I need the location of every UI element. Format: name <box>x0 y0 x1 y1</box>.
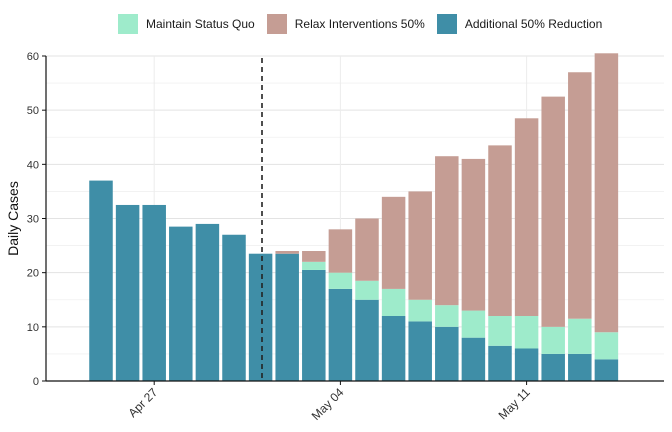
bar-relax <box>302 251 326 262</box>
bar-status-quo <box>435 305 459 327</box>
bar-observed <box>142 204 166 381</box>
bar-relax <box>461 158 486 311</box>
bar-reduction <box>541 353 565 381</box>
legend-item-status-quo: Maintain Status Quo <box>118 14 255 34</box>
bar-observed <box>115 204 140 381</box>
legend-swatch-status-quo <box>118 14 138 34</box>
bar-reduction <box>328 288 353 381</box>
bar-status-quo <box>328 272 353 289</box>
bar-relax <box>355 218 379 281</box>
bar-observed <box>222 234 246 381</box>
legend-label-reduction: Additional 50% Reduction <box>464 17 603 31</box>
bar-reduction <box>435 326 459 381</box>
bar-relax <box>594 53 619 333</box>
bar-reduction <box>461 337 486 381</box>
bar-relax <box>435 156 459 306</box>
legend-item-relax: Relax Interventions 50% <box>266 14 425 34</box>
bar-status-quo <box>568 318 592 354</box>
bar-status-quo <box>594 332 619 360</box>
legend-label-status-quo: Maintain Status Quo <box>146 17 255 31</box>
bar-status-quo <box>302 261 326 270</box>
bar-relax <box>541 96 565 327</box>
y-tick-label: 0 <box>33 376 39 388</box>
y-tick-label: 20 <box>27 268 39 280</box>
y-tick-label: 10 <box>27 322 39 334</box>
y-axis-label: Daily Cases <box>5 181 21 256</box>
bar-reduction <box>275 253 299 381</box>
bar-observed <box>195 223 220 381</box>
legend-swatch-reduction <box>436 14 457 34</box>
bar-observed <box>89 180 113 381</box>
x-tick-label: May 11 <box>496 385 533 422</box>
y-tick-label: 30 <box>27 214 39 226</box>
bar-reduction <box>381 316 406 381</box>
bar-reduction <box>568 353 592 381</box>
bar-status-quo <box>355 280 379 300</box>
bar-status-quo <box>381 288 406 316</box>
bar-status-quo <box>488 316 512 346</box>
bar-reduction <box>594 359 619 381</box>
bar-reduction <box>408 321 432 381</box>
bar-relax <box>328 229 353 273</box>
x-tick-label: May 04 <box>309 385 347 423</box>
bar-relax <box>488 145 512 316</box>
bar-relax <box>275 251 299 254</box>
bar-relax <box>408 191 432 300</box>
legend-swatch-relax <box>266 14 287 34</box>
bar-status-quo <box>408 299 432 322</box>
bar-relax <box>514 118 539 317</box>
bar-observed <box>248 253 273 381</box>
bar-observed <box>169 226 193 381</box>
bar-reduction <box>514 348 539 381</box>
y-tick-label: 50 <box>27 105 39 117</box>
bar-relax <box>381 196 406 289</box>
bar-reduction <box>355 299 379 381</box>
y-tick-label: 60 <box>27 51 39 63</box>
legend: Maintain Status Quo Relax Interventions … <box>118 14 614 34</box>
legend-label-relax: Relax Interventions 50% <box>294 17 425 31</box>
bar-status-quo <box>514 316 539 349</box>
bar-status-quo <box>541 326 565 354</box>
legend-item-reduction: Additional 50% Reduction <box>436 14 603 34</box>
y-tick-label: 40 <box>27 159 39 171</box>
bar-relax <box>568 72 592 319</box>
x-tick-label: Apr 27 <box>125 385 160 420</box>
bar-status-quo <box>461 310 486 338</box>
bar-reduction <box>302 269 326 381</box>
bar-reduction <box>488 345 512 381</box>
